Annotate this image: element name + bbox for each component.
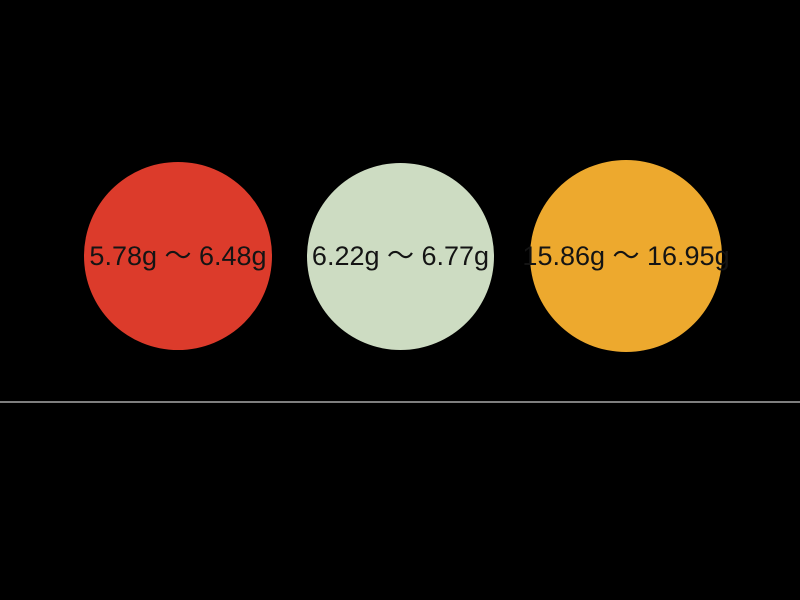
bubble-range-label-2: 6.22g 〜 6.77g [311,241,490,271]
bubble-chart-item-1[interactable]: 5.78g 〜 6.48g [84,162,272,350]
bubble-chart-item-2[interactable]: 6.22g 〜 6.77g [307,163,494,350]
horizontal-divider-line [0,401,800,403]
bubble-range-label-1: 5.78g 〜 6.48g [89,240,267,271]
bubble-range-label-3: 15.86g 〜 16.95g [522,240,730,271]
bubble-chart-item-3[interactable]: 15.86g 〜 16.95g [522,160,730,352]
